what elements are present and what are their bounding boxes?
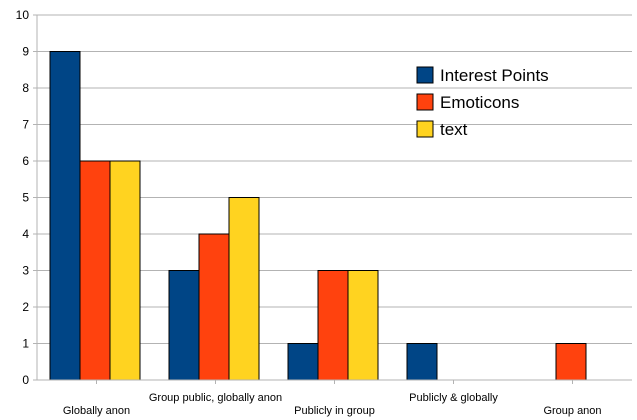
x-axis-labels: Globally anon Group public, globally anon… — [63, 380, 602, 417]
y-tick-label: 8 — [22, 81, 29, 95]
legend-swatch — [416, 66, 434, 84]
y-tick-label: 5 — [22, 191, 29, 205]
y-tick-label: 2 — [22, 300, 29, 314]
legend-swatch — [416, 120, 434, 138]
legend-swatch — [416, 93, 434, 111]
bar-text-0 — [109, 160, 141, 381]
bar-text-2 — [347, 270, 379, 381]
bar-text-1 — [228, 197, 260, 381]
bar-interest-points-0 — [49, 51, 81, 381]
y-tick-label: 9 — [22, 45, 29, 59]
x-category-label: Publicly & globally — [409, 392, 498, 404]
x-category-label: Group anon — [543, 405, 601, 417]
x-category-label: Globally anon — [63, 405, 130, 417]
legend-label: text — [440, 120, 468, 139]
y-tick-label: 3 — [22, 264, 29, 278]
bar-emoticons-2 — [317, 270, 349, 381]
y-tick-label: 0 — [22, 373, 29, 387]
bar-emoticons-1 — [198, 233, 230, 381]
bar-emoticons-4 — [555, 343, 587, 381]
bar-interest-points-1 — [168, 270, 200, 381]
y-tick-label: 6 — [22, 154, 29, 168]
y-axis-ticks: 0 1 2 3 4 5 6 7 8 9 10 — [16, 8, 37, 387]
y-tick-label: 10 — [16, 8, 30, 22]
y-tick-label: 1 — [22, 337, 29, 351]
y-tick-label: 7 — [22, 118, 29, 132]
legend-label: Emoticons — [440, 93, 519, 112]
legend-label: Interest Points — [440, 66, 549, 85]
legend: Interest Points Emoticons text — [416, 66, 549, 139]
bar-interest-points-2 — [287, 343, 319, 381]
x-category-label: Group public, globally anon — [149, 392, 282, 404]
bar-emoticons-0 — [79, 160, 111, 381]
y-tick-label: 4 — [22, 227, 29, 241]
bar-interest-points-3 — [406, 343, 438, 381]
bars — [49, 51, 587, 381]
x-category-label: Publicly in group — [294, 405, 375, 417]
